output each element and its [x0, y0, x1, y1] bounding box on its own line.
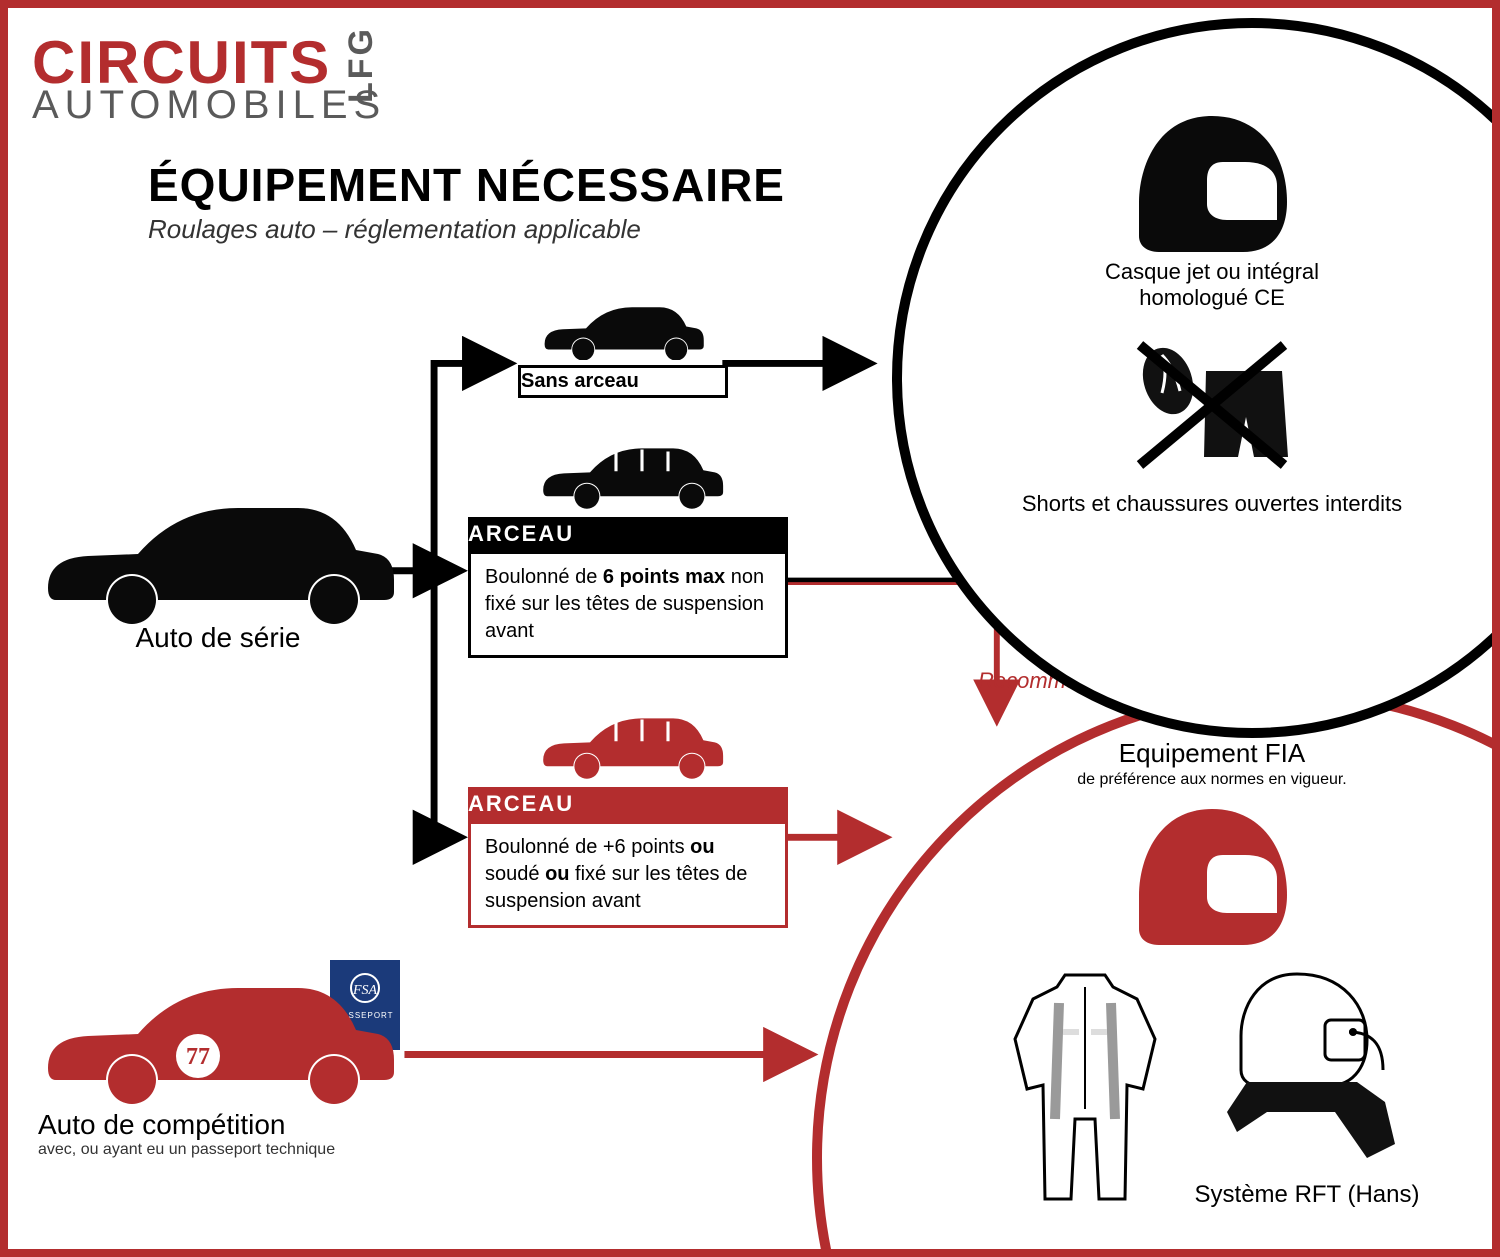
serie-label: Auto de série: [38, 622, 398, 654]
text: Boulonné de: [485, 566, 603, 588]
logo: CIRCUITSLFG AUTOMOBILES: [32, 28, 408, 128]
serie-car-block: Auto de série: [38, 488, 398, 654]
forbidden-clothing-icon: [1132, 337, 1292, 477]
car-icon-small-red: [468, 708, 788, 782]
competition-car-icon: FSA PASSEPORT 77: [38, 958, 418, 1108]
hans-label: Système RFT (Hans): [1195, 1181, 1420, 1209]
competition-car-block: FSA PASSEPORT 77 Auto de compétition ave…: [38, 958, 418, 1159]
arceau-red-body: Boulonné de +6 points ou soudé ou fixé s…: [468, 821, 788, 928]
equipment-fia-circle: Equipement FIA de préférence aux normes …: [812, 688, 1500, 1257]
hans-icon: [1207, 962, 1407, 1162]
competition-number: 77: [186, 1044, 210, 1070]
logo-suffix: LFG: [342, 26, 381, 103]
helmet-red-icon: [1127, 801, 1297, 951]
car-icon-small: [518, 298, 728, 360]
forbidden-label: Shorts et chaussures ouvertes interdits: [1002, 491, 1422, 517]
svg-text:FSA: FSA: [352, 983, 378, 998]
node-arceau-black: ARCEAU Boulonné de 6 points max non fixé…: [468, 438, 788, 658]
page-title: ÉQUIPEMENT NÉCESSAIRE: [148, 158, 785, 212]
page-subtitle: Roulages auto – réglementation applicabl…: [148, 214, 785, 245]
competition-sublabel: avec, ou ayant eu un passeport technique: [38, 1141, 418, 1159]
competition-label: Auto de compétition: [38, 1109, 418, 1141]
diagram-frame: CIRCUITSLFG AUTOMOBILES ÉQUIPEMENT NÉCES…: [0, 0, 1500, 1257]
helmet-black-icon: [1127, 108, 1297, 258]
arceau-black-body: Boulonné de 6 points max non fixé sur le…: [468, 551, 788, 658]
fia-subtitle: de préférence aux normes en vigueur.: [952, 771, 1472, 789]
car-icon-small: [468, 438, 788, 512]
race-suit-icon: [1005, 969, 1165, 1209]
arceau-black-header: ARCEAU: [468, 517, 788, 551]
basic-equipment-circle: Casque jet ou intégral homologué CE Shor…: [892, 18, 1500, 738]
car-icon: [38, 488, 398, 628]
title-block: ÉQUIPEMENT NÉCESSAIRE Roulages auto – ré…: [148, 158, 785, 245]
node-sans-arceau: Sans arceau: [518, 298, 728, 398]
fia-title: Equipement FIA: [952, 738, 1472, 769]
text-bold: 6 points max: [603, 566, 725, 588]
sans-arceau-label: Sans arceau: [518, 365, 728, 398]
node-arceau-red: ARCEAU Boulonné de +6 points ou soudé ou…: [468, 708, 788, 928]
arceau-red-header: ARCEAU: [468, 787, 788, 821]
helmet-label: Casque jet ou intégral homologué CE: [1002, 259, 1422, 311]
